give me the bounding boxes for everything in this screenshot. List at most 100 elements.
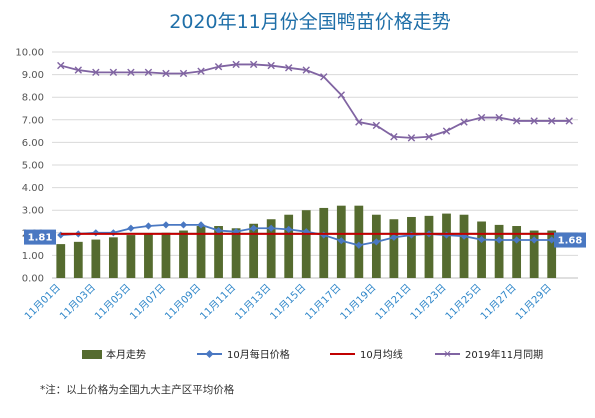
x-tick-label: 11月15日: [268, 282, 309, 323]
x-tick-label: 11月23日: [408, 282, 449, 323]
bar: [301, 210, 311, 278]
data-point: [530, 236, 538, 244]
data-point: [513, 236, 521, 244]
x-tick-label: 11月05日: [92, 282, 133, 323]
data-point: [127, 68, 135, 77]
y-tick-label: 8.00: [22, 93, 44, 104]
bar: [266, 219, 276, 278]
bar: [459, 214, 469, 278]
legend-swatch-bars: [82, 350, 102, 359]
data-point: [512, 117, 521, 125]
x-tick-label: 11月29日: [513, 282, 554, 323]
data-point: [74, 66, 82, 74]
chart-title: 2020年11月份全国鸭苗价格走势: [169, 11, 451, 33]
bar: [389, 219, 399, 278]
data-point: [302, 66, 310, 74]
bar: [73, 241, 83, 278]
bar: [179, 230, 188, 278]
series-line: [60, 223, 570, 247]
y-tick-label: 5.00: [22, 161, 44, 172]
x-tick-label: 11月11日: [198, 282, 239, 323]
price-callout: [24, 229, 56, 245]
legend-item-last-year: ✕ 2019年11月同期: [435, 348, 543, 361]
legend: 本月走势 10月每日价格 10月均线 ✕ 2019年11月同期: [82, 348, 543, 361]
data-point: [285, 64, 293, 72]
chart-note: *注：以上价格为全国九大主产区平均价格: [40, 383, 235, 396]
bar: [512, 226, 522, 278]
y-tick-label: 9.00: [22, 70, 44, 81]
x-tick-label: 11月19日: [338, 282, 379, 323]
data-point: [250, 224, 258, 232]
price-callout-label: 1.81: [28, 233, 53, 244]
data-point: [127, 224, 135, 232]
y-tick-label: 1.00: [22, 251, 44, 262]
data-point: [337, 91, 345, 99]
data-point: [267, 224, 275, 232]
data-point: [477, 235, 486, 244]
y-tick-label: 6.00: [22, 138, 44, 149]
data-point: [477, 113, 486, 122]
price-callout: [554, 232, 586, 248]
bar: [407, 216, 416, 278]
data-point: [197, 67, 205, 75]
data-point: [179, 221, 188, 229]
data-point: [144, 222, 153, 230]
x-tick-label: 11月17日: [303, 282, 344, 323]
data-point: [214, 226, 223, 235]
x-tick-label: 11月27日: [478, 282, 519, 323]
legend-label-bars: 本月走势: [106, 348, 146, 361]
data-point: [232, 60, 240, 69]
bar: [477, 221, 486, 278]
data-point: [355, 118, 363, 126]
data-point: [442, 127, 451, 135]
y-tick-label: 0.00: [22, 274, 44, 285]
data-point: [57, 61, 65, 70]
data-point: [460, 118, 468, 126]
data-point: [92, 229, 100, 237]
bar: [319, 207, 329, 278]
price-callout-label: 1.68: [558, 236, 583, 247]
data-point: [548, 236, 556, 244]
x-tick-label: 11月21日: [373, 282, 414, 323]
x-tick-label: 11月25日: [443, 282, 484, 323]
data-point: [109, 229, 117, 237]
data-point: [285, 225, 293, 234]
bar: [547, 230, 557, 278]
data-point: [179, 69, 188, 78]
data-point: [390, 233, 398, 241]
y-tick-label: 10.00: [15, 48, 44, 59]
bar: [161, 232, 171, 278]
legend-label-daily: 10月每日价格: [227, 348, 290, 361]
data-point: [267, 61, 275, 70]
bar: [442, 213, 451, 278]
data-point: [162, 69, 170, 78]
bar: [126, 235, 136, 278]
data-point: [425, 133, 433, 141]
bar: [108, 237, 118, 278]
legend-item-average: 10月均线: [330, 348, 403, 361]
bar: [424, 215, 434, 278]
data-point: [197, 221, 205, 229]
legend-label-average: 10月均线: [360, 348, 403, 361]
x-tick-label: 11月01日: [22, 282, 63, 323]
x-tick-label: 11月07日: [127, 282, 168, 323]
bar: [494, 224, 504, 278]
data-point: [249, 60, 258, 69]
bar: [196, 226, 206, 278]
y-tick-label: 3.00: [22, 206, 44, 217]
data-point: [214, 62, 223, 71]
data-point: [407, 134, 416, 142]
bar: [371, 214, 381, 278]
data-point: [92, 68, 100, 77]
bar: [249, 223, 259, 278]
legend-marker-last-year: ✕: [443, 350, 451, 361]
data-point: [390, 133, 398, 141]
legend-item-daily: 10月每日价格: [197, 348, 290, 361]
data-point: [355, 241, 363, 249]
legend-item-bars: 本月走势: [82, 348, 146, 361]
x-tick-label: 11月03日: [57, 282, 98, 323]
bar: [214, 226, 223, 278]
series-line: [60, 63, 570, 139]
y-tick-label: 4.00: [22, 183, 44, 194]
